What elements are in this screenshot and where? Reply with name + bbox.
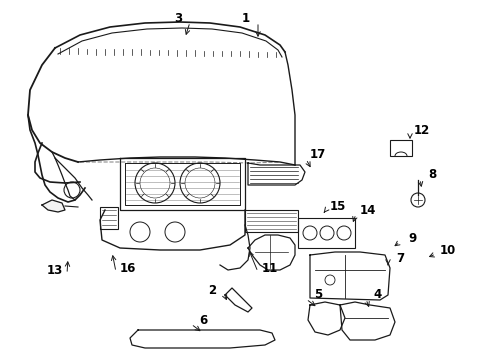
Text: 3: 3: [174, 12, 182, 24]
Text: 1: 1: [242, 12, 250, 24]
Text: 7: 7: [396, 252, 404, 265]
Text: 2: 2: [208, 284, 216, 297]
Text: 14: 14: [360, 203, 376, 216]
Text: 6: 6: [199, 314, 207, 327]
Text: 16: 16: [120, 261, 136, 274]
Bar: [390, 140, 412, 156]
Text: 17: 17: [310, 148, 326, 162]
Bar: [245, 210, 298, 232]
Text: 10: 10: [440, 243, 456, 256]
Text: 13: 13: [47, 264, 63, 276]
Polygon shape: [42, 200, 65, 212]
Bar: [298, 218, 355, 248]
Bar: [100, 207, 118, 229]
Text: 12: 12: [414, 123, 430, 136]
Text: 5: 5: [314, 288, 322, 302]
Text: 8: 8: [428, 168, 436, 181]
Text: 4: 4: [374, 288, 382, 302]
Text: 15: 15: [330, 199, 346, 212]
Text: 11: 11: [262, 261, 278, 274]
Text: 9: 9: [408, 231, 416, 244]
